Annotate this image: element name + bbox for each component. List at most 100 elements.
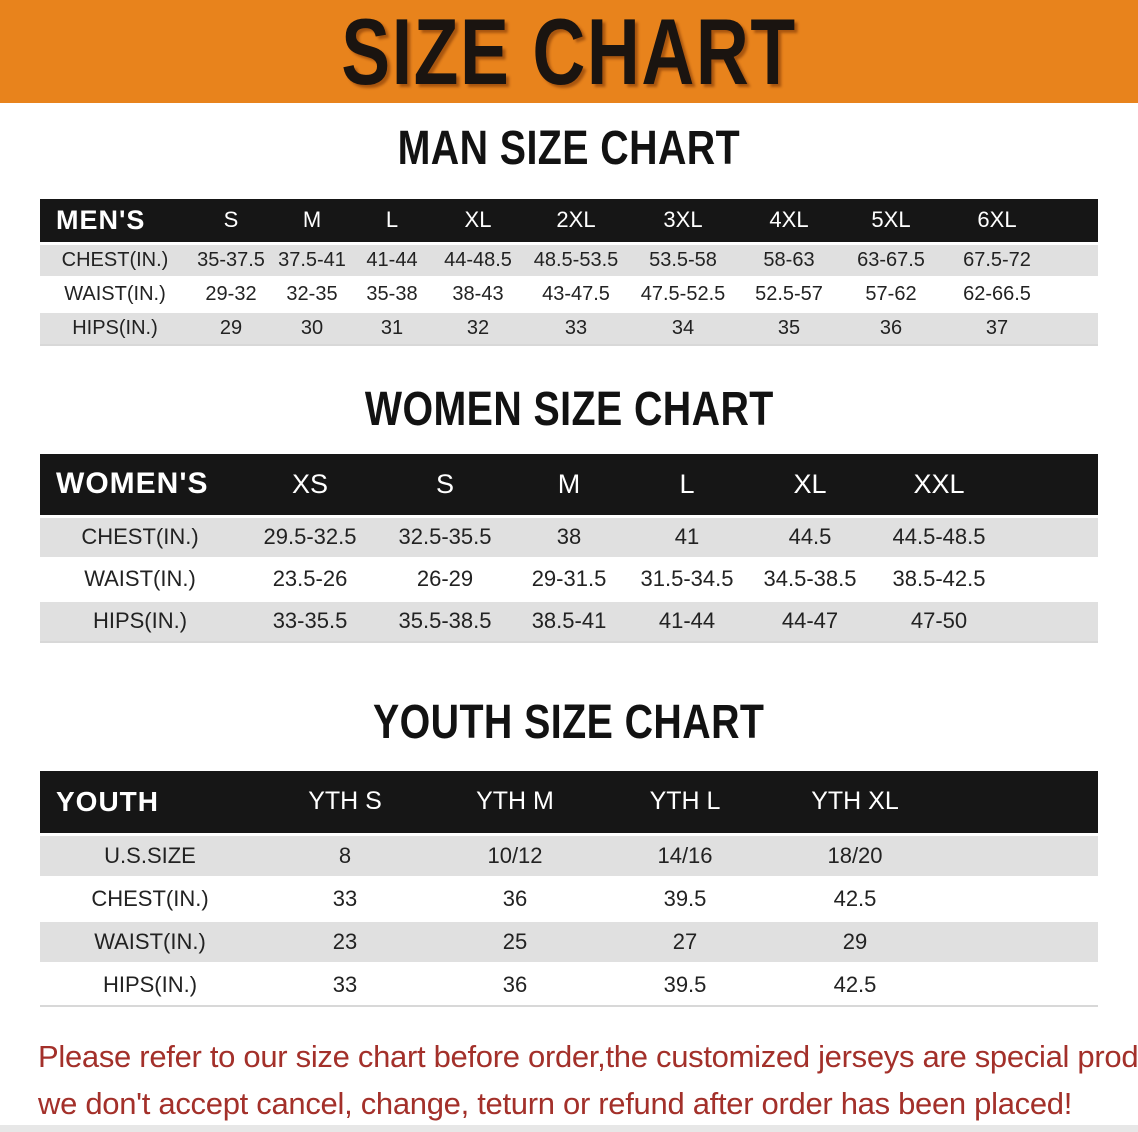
size-value: 58-63 xyxy=(738,241,840,277)
size-value: 44-48.5 xyxy=(432,241,524,277)
youth-hips-row: HIPS(IN.) 33 36 39.5 42.5 xyxy=(40,961,1098,1006)
filler-cell xyxy=(940,771,1098,834)
size-value: 34.5-38.5 xyxy=(746,556,874,600)
size-value: 32 xyxy=(432,309,524,345)
men-column-header: 3XL xyxy=(663,207,703,233)
filler-cell xyxy=(1052,241,1098,277)
size-value: 39.5 xyxy=(600,875,770,920)
size-value: 44-47 xyxy=(746,598,874,642)
size-value: 29 xyxy=(190,309,272,345)
men-section-heading: MAN SIZE CHART xyxy=(0,125,1138,173)
women-column-header: L xyxy=(679,468,695,499)
youth-section-heading-text: YOUTH SIZE CHART xyxy=(373,696,765,749)
disclaimer-note: Please refer to our size chart before or… xyxy=(38,1033,1138,1127)
men-hips-row: HIPS(IN.) 29 30 31 32 33 34 35 36 37 xyxy=(40,309,1098,345)
filler-cell xyxy=(1052,275,1098,311)
men-table-corner-label: MEN'S xyxy=(56,204,146,235)
size-value: 10/12 xyxy=(430,832,600,877)
size-value: 36 xyxy=(840,309,942,345)
page-title: SIZE CHART xyxy=(341,0,797,103)
size-value: 29 xyxy=(770,918,940,963)
filler-cell xyxy=(940,875,1098,920)
size-value: 14/16 xyxy=(600,832,770,877)
size-value: 29-31.5 xyxy=(510,556,628,600)
women-waist-row: WAIST(IN.) 23.5-26 26-29 29-31.5 31.5-34… xyxy=(40,556,1098,600)
size-value: 33 xyxy=(524,309,628,345)
row-label: WAIST(IN.) xyxy=(40,275,190,311)
women-column-header: S xyxy=(435,468,454,499)
filler-cell xyxy=(1004,598,1098,642)
women-hips-row: HIPS(IN.) 33-35.5 35.5-38.5 38.5-41 41-4… xyxy=(40,598,1098,642)
size-value: 44.5 xyxy=(746,514,874,558)
youth-column-header: YTH M xyxy=(476,787,554,816)
size-value: 33 xyxy=(260,961,430,1006)
youth-size-table: YOUTH YTH S YTH M YTH L YTH XL U.S.SIZE … xyxy=(40,771,1098,1007)
youth-column-header: YTH XL xyxy=(811,787,899,816)
filler-cell xyxy=(1004,514,1098,558)
bottom-edge-strip xyxy=(0,1125,1138,1132)
size-value: 35-37.5 xyxy=(190,241,272,277)
women-chest-row: CHEST(IN.) 29.5-32.5 32.5-35.5 38 41 44.… xyxy=(40,514,1098,558)
men-chest-row: CHEST(IN.) 35-37.5 37.5-41 41-44 44-48.5… xyxy=(40,241,1098,277)
size-value: 29.5-32.5 xyxy=(240,514,380,558)
filler-cell xyxy=(1052,199,1098,243)
size-value: 37 xyxy=(942,309,1052,345)
row-label: HIPS(IN.) xyxy=(40,961,260,1006)
size-value: 48.5-53.5 xyxy=(524,241,628,277)
row-label: WAIST(IN.) xyxy=(40,556,240,600)
men-column-header: 6XL xyxy=(977,207,1017,233)
size-value: 52.5-57 xyxy=(738,275,840,311)
size-value: 23 xyxy=(260,918,430,963)
size-value: 38-43 xyxy=(432,275,524,311)
filler-cell xyxy=(940,832,1098,877)
size-value: 26-29 xyxy=(380,556,510,600)
size-value: 62-66.5 xyxy=(942,275,1052,311)
women-column-header: XXL xyxy=(913,468,965,499)
row-label: CHEST(IN.) xyxy=(40,514,240,558)
size-value: 38 xyxy=(510,514,628,558)
size-value: 57-62 xyxy=(840,275,942,311)
men-column-header: L xyxy=(385,207,399,233)
women-column-header: XL xyxy=(793,468,827,499)
size-value: 31.5-34.5 xyxy=(628,556,746,600)
women-table-corner-label: WOMEN'S xyxy=(56,467,209,501)
men-column-header: XL xyxy=(464,207,492,233)
row-label: U.S.SIZE xyxy=(40,832,260,877)
women-section-heading: WOMEN SIZE CHART xyxy=(0,386,1138,434)
size-value: 47-50 xyxy=(874,598,1004,642)
men-table-header-row: MEN'S S M L XL 2XL 3XL 4XL 5XL 6XL xyxy=(40,199,1098,243)
women-column-header: XS xyxy=(291,468,329,499)
size-value: 25 xyxy=(430,918,600,963)
men-column-header: S xyxy=(223,207,239,233)
size-value: 41 xyxy=(628,514,746,558)
row-label: WAIST(IN.) xyxy=(40,918,260,963)
disclaimer-line-1: Please refer to our size chart before or… xyxy=(38,1039,1138,1074)
men-section-heading-text: MAN SIZE CHART xyxy=(397,122,741,175)
filler-cell xyxy=(1004,556,1098,600)
youth-table-corner-label: YOUTH xyxy=(56,785,159,817)
size-value: 42.5 xyxy=(770,875,940,920)
youth-waist-row: WAIST(IN.) 23 25 27 29 xyxy=(40,918,1098,963)
men-column-header: 4XL xyxy=(769,207,809,233)
row-label: HIPS(IN.) xyxy=(40,309,190,345)
size-value: 53.5-58 xyxy=(628,241,738,277)
size-value: 35-38 xyxy=(352,275,432,311)
youth-column-header: YTH S xyxy=(308,787,382,816)
youth-chest-row: CHEST(IN.) 33 36 39.5 42.5 xyxy=(40,875,1098,920)
size-value: 36 xyxy=(430,961,600,1006)
youth-table-header-row: YOUTH YTH S YTH M YTH L YTH XL xyxy=(40,771,1098,834)
size-value: 47.5-52.5 xyxy=(628,275,738,311)
size-value: 27 xyxy=(600,918,770,963)
disclaimer-line-2: we don't accept cancel, change, teturn o… xyxy=(38,1086,1073,1121)
size-value: 41-44 xyxy=(352,241,432,277)
men-column-header: M xyxy=(302,207,322,233)
women-size-table: WOMEN'S XS S M L XL XXL CHEST(IN.) 29.5-… xyxy=(40,454,1098,643)
youth-section-heading: YOUTH SIZE CHART xyxy=(0,699,1138,747)
size-value: 39.5 xyxy=(600,961,770,1006)
size-value: 44.5-48.5 xyxy=(874,514,1004,558)
men-waist-row: WAIST(IN.) 29-32 32-35 35-38 38-43 43-47… xyxy=(40,275,1098,311)
men-column-header: 5XL xyxy=(871,207,911,233)
size-value: 36 xyxy=(430,875,600,920)
youth-ussize-row: U.S.SIZE 8 10/12 14/16 18/20 xyxy=(40,832,1098,877)
size-value: 31 xyxy=(352,309,432,345)
